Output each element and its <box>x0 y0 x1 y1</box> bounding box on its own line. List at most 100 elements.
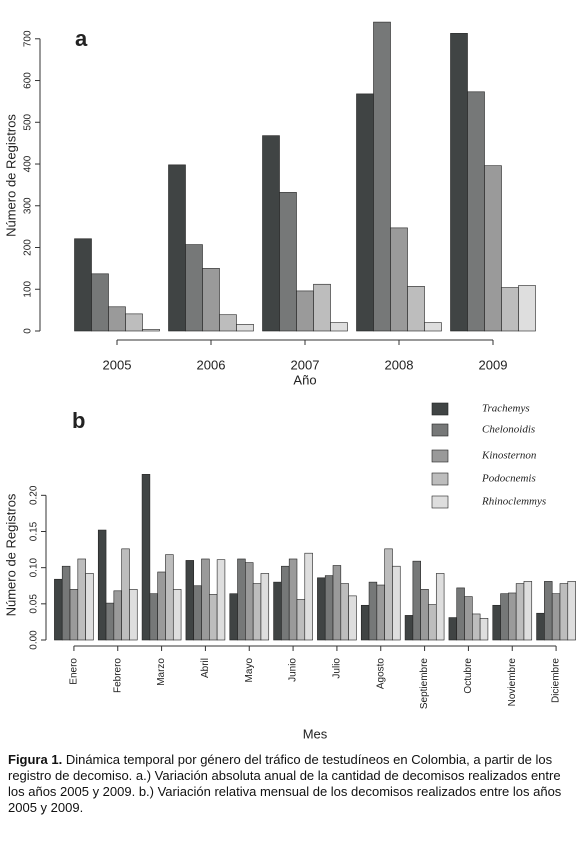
y-tick-label: 700 <box>23 30 34 47</box>
x-tick-label: Abril <box>200 658 211 678</box>
bar <box>141 474 151 641</box>
x-tick-label: Agosto <box>375 658 386 690</box>
bar <box>404 615 414 641</box>
bar <box>279 192 297 332</box>
bar <box>74 238 92 332</box>
bar <box>559 583 569 641</box>
x-tick-label: 2009 <box>479 357 508 372</box>
legend-swatch <box>431 472 449 486</box>
bar <box>149 593 158 641</box>
legend-swatch <box>431 449 449 463</box>
x-axis-label: Mes <box>303 726 328 741</box>
bar <box>229 593 238 641</box>
figure: a 0 100 200 300 400 500 600 700 Número de Registr… <box>3 21 576 741</box>
bar <box>360 604 370 641</box>
x-tick-label: Diciembre <box>551 658 562 703</box>
bar <box>518 285 536 332</box>
bar <box>105 602 115 641</box>
y-axis-label: Número de Registros <box>3 114 18 237</box>
x-axis-label: Año <box>293 372 316 387</box>
y-tick-label: 0.05 <box>29 594 40 614</box>
bar <box>324 575 334 641</box>
bar <box>216 559 226 641</box>
y-tick-label: 100 <box>23 280 34 297</box>
x-tick-label: Septiembre <box>419 658 430 710</box>
x-tick-label: 2008 <box>385 357 414 372</box>
y-tick-label: 0.15 <box>29 521 40 541</box>
bar <box>245 562 254 641</box>
bar <box>523 581 533 641</box>
y-tick-label: 0.10 <box>29 557 40 577</box>
x-tick-label: Noviembre <box>507 658 518 707</box>
bar <box>201 558 210 641</box>
bar <box>508 592 517 641</box>
bar <box>424 322 442 332</box>
bar <box>209 594 218 641</box>
bar <box>125 313 143 332</box>
y-tick-label: 500 <box>23 113 34 130</box>
bar <box>273 581 282 641</box>
x-tick-label: Julio <box>332 658 343 679</box>
bar <box>456 587 465 641</box>
bar <box>281 565 290 641</box>
bar <box>332 565 342 641</box>
bar <box>450 33 468 332</box>
bar <box>448 617 458 641</box>
bar <box>376 584 385 641</box>
legend-label: Podocnemis <box>481 473 536 485</box>
chart-title: b <box>72 408 85 433</box>
bar <box>172 589 182 641</box>
bar <box>467 91 485 332</box>
bar <box>330 322 348 332</box>
x-tick-label: Mayo <box>244 658 255 683</box>
x-tick-label: 2006 <box>197 357 226 372</box>
bar <box>91 273 109 332</box>
bar <box>129 589 138 641</box>
bar <box>77 558 86 641</box>
bar <box>296 290 314 332</box>
bar <box>348 595 357 641</box>
bar <box>304 552 313 641</box>
bar <box>515 583 525 641</box>
bar <box>492 604 501 641</box>
bar <box>113 590 122 641</box>
legend-swatch <box>431 423 449 437</box>
bar <box>464 596 473 641</box>
bar <box>544 581 553 641</box>
caption-text: Dinámica temporal por género del tráfico… <box>8 752 562 815</box>
caption-label: Figura 1. <box>8 752 63 767</box>
bar <box>407 286 425 332</box>
bar <box>54 578 63 641</box>
legend-swatch <box>431 402 449 416</box>
y-tick-label: 0.00 <box>29 630 40 650</box>
bar <box>412 560 421 641</box>
bar <box>390 227 408 332</box>
bar <box>392 565 401 641</box>
bar <box>262 135 280 332</box>
bar <box>428 604 437 641</box>
y-tick-label: 600 <box>23 72 34 89</box>
bar <box>202 268 220 332</box>
x-tick-label: Junio <box>288 658 299 682</box>
bar <box>500 593 509 641</box>
bar <box>69 589 79 641</box>
bar <box>185 560 195 641</box>
bar <box>420 589 429 641</box>
y-tick-label: 200 <box>23 239 34 256</box>
bar <box>296 599 306 641</box>
bar <box>384 548 393 641</box>
bar <box>567 581 576 641</box>
bar <box>85 573 94 641</box>
bar <box>536 612 545 641</box>
bar <box>356 93 374 332</box>
y-tick-label: 300 <box>23 197 34 214</box>
bar <box>317 577 326 641</box>
caption: Figura 1. Dinámica temporal por género d… <box>8 752 576 816</box>
bar <box>484 165 502 332</box>
bar <box>142 329 160 332</box>
x-tick-label: Octubre <box>463 658 474 694</box>
bar <box>288 558 298 641</box>
bar <box>97 529 107 641</box>
legend-swatch <box>431 495 449 509</box>
x-tick-label: Enero <box>69 658 80 685</box>
